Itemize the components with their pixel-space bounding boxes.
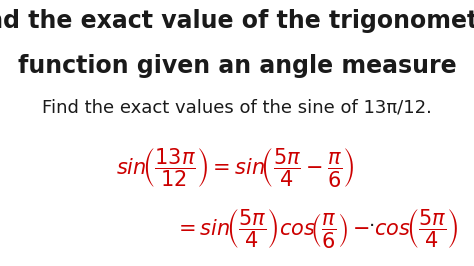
Text: Find the exact values of the sine of 13π/12.: Find the exact values of the sine of 13π…	[42, 99, 432, 117]
Text: $.$: $.$	[368, 211, 374, 230]
Text: function given an angle measure: function given an angle measure	[18, 54, 456, 78]
Text: Find the exact value of the trigonometric: Find the exact value of the trigonometri…	[0, 9, 474, 33]
Text: $= \mathit{sin}\!\left(\dfrac{5\pi}{4}\right)\mathit{cos}\!\left(\dfrac{\pi}{6}\: $= \mathit{sin}\!\left(\dfrac{5\pi}{4}\r…	[173, 207, 458, 250]
Text: $\mathit{sin}\!\left(\dfrac{13\pi}{12}\right) = \mathit{sin}\!\left(\dfrac{5\pi}: $\mathit{sin}\!\left(\dfrac{13\pi}{12}\r…	[116, 146, 355, 189]
